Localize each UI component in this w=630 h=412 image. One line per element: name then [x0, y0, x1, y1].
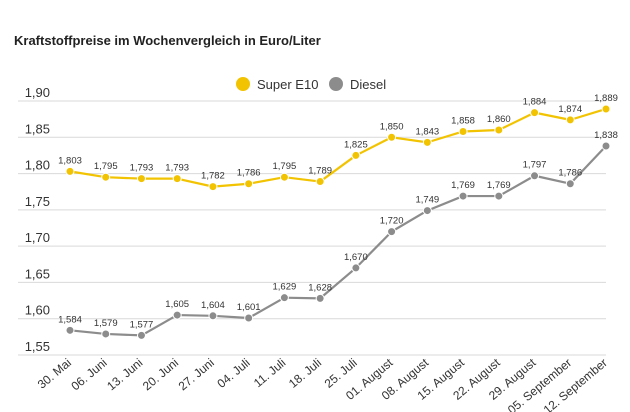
data-label: 1,604 [201, 300, 225, 311]
data-point [601, 104, 611, 114]
data-label: 1,874 [558, 104, 582, 115]
data-label: 1,720 [380, 216, 404, 227]
data-point [387, 132, 397, 142]
data-label: 1,797 [523, 160, 547, 171]
legend-label-diesel: Diesel [350, 77, 386, 92]
series-lines: 1,803 1,795 1,793 1,793 1,782 1,786 1,795 1,789… [58, 93, 618, 340]
data-point [244, 313, 254, 323]
data-point [172, 174, 182, 184]
data-label: 1,601 [237, 302, 261, 313]
chart-title: Kraftstoffpreise im Wochenvergleich in E… [14, 33, 321, 48]
data-point [136, 174, 146, 184]
x-tick-label: 13. Juni [104, 356, 145, 394]
data-label: 1,889 [594, 93, 618, 104]
x-tick-label: 20. Juni [140, 356, 181, 394]
data-label: 1,795 [273, 161, 297, 172]
y-tick-label: 1,85 [25, 121, 50, 136]
data-label: 1,786 [558, 168, 582, 179]
data-point [315, 177, 325, 187]
data-point [351, 150, 361, 160]
gridlines [18, 100, 606, 356]
data-point [601, 141, 611, 151]
x-tick-label: 11. Juli [251, 356, 288, 391]
series-super-e10: 1,803 1,795 1,793 1,793 1,782 1,786 1,795 1,789… [58, 93, 618, 192]
y-tick-label: 1,90 [25, 85, 50, 100]
data-label: 1,769 [451, 180, 475, 191]
series-line [69, 107, 607, 188]
data-label: 1,793 [130, 163, 154, 174]
data-point [387, 227, 397, 237]
data-label: 1,584 [58, 314, 82, 325]
data-point [101, 172, 111, 182]
data-label: 1,786 [237, 168, 261, 179]
data-point [208, 182, 218, 192]
data-point [422, 206, 432, 216]
series-line [69, 145, 607, 337]
data-label: 1,825 [344, 139, 368, 150]
data-label: 1,749 [415, 195, 439, 206]
legend-label-super-e10: Super E10 [257, 77, 318, 92]
data-point [530, 108, 540, 118]
data-point [279, 172, 289, 182]
y-axis-ticks: 1,55 1,60 1,65 1,70 1,75 1,80 1,85 1,90 [25, 85, 50, 354]
y-tick-label: 1,55 [25, 339, 50, 354]
data-label: 1,628 [308, 282, 332, 293]
data-point [244, 179, 254, 189]
legend-swatch-super-e10 [236, 77, 250, 91]
data-label: 1,789 [308, 166, 332, 177]
x-tick-label: 04. Juli [214, 356, 252, 391]
data-point [494, 125, 504, 135]
data-label: 1,843 [415, 126, 439, 137]
y-tick-label: 1,75 [25, 194, 50, 209]
data-point [136, 330, 146, 340]
data-label: 1,803 [58, 155, 82, 166]
y-tick-label: 1,80 [25, 158, 50, 173]
data-point [351, 263, 361, 273]
data-label: 1,884 [523, 97, 547, 108]
data-point [530, 171, 540, 181]
x-tick-label: 18. Juli [286, 356, 324, 391]
y-tick-label: 1,70 [25, 230, 50, 245]
data-point [65, 325, 75, 335]
x-tick-label: 27. Juni [176, 356, 217, 394]
data-point [458, 191, 468, 201]
data-label: 1,579 [94, 318, 118, 329]
y-tick-label: 1,65 [25, 266, 50, 281]
legend-swatch-diesel [329, 77, 343, 91]
data-label: 1,793 [165, 163, 189, 174]
data-label: 1,670 [344, 252, 368, 263]
data-point [208, 311, 218, 321]
data-label: 1,860 [487, 114, 511, 125]
data-label: 1,858 [451, 115, 475, 126]
data-label: 1,838 [594, 130, 618, 141]
y-tick-label: 1,60 [25, 303, 50, 318]
data-point [65, 166, 75, 176]
data-point [565, 115, 575, 125]
x-tick-label: 06. Juni [68, 356, 109, 394]
legend: Super E10 Diesel [236, 77, 386, 92]
x-tick-label: 30. Mai [35, 356, 74, 392]
data-point [422, 137, 432, 147]
series-diesel: 1,584 1,579 1,577 1,605 1,604 1,601 1,629 1,628… [58, 130, 618, 340]
data-label: 1,769 [487, 180, 511, 191]
data-label: 1,605 [165, 299, 189, 310]
data-point [458, 126, 468, 136]
data-point [279, 293, 289, 303]
data-label: 1,577 [130, 319, 154, 330]
data-point [101, 329, 111, 339]
data-label: 1,629 [273, 282, 297, 293]
data-point [494, 191, 504, 201]
data-point [315, 293, 325, 303]
data-point [565, 179, 575, 189]
data-label: 1,782 [201, 171, 225, 182]
data-label: 1,795 [94, 161, 118, 172]
data-point [172, 310, 182, 320]
data-label: 1,850 [380, 121, 404, 132]
